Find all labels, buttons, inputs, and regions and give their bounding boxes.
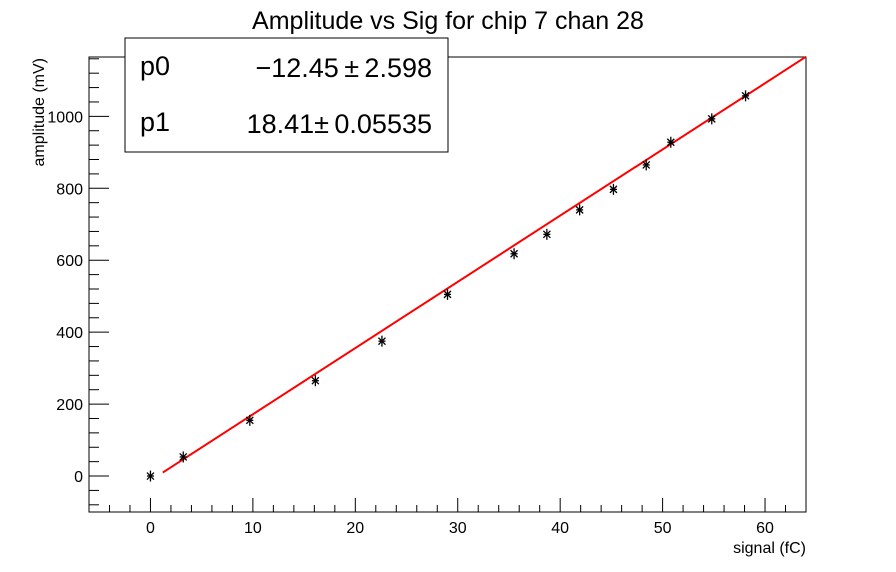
data-point [642, 159, 651, 171]
y-tick-label: 0 [74, 469, 83, 486]
fit-line [162, 55, 807, 474]
point-marker-d2 [666, 138, 675, 147]
data-point [311, 375, 320, 387]
point-marker-d2 [311, 376, 320, 385]
x-tick-label: 60 [756, 520, 774, 537]
x-tick-label: 0 [146, 520, 155, 537]
stats-p1-value: 18.41± 0.05535 [247, 109, 432, 139]
x-tick-label: 30 [449, 520, 467, 537]
point-marker-d2 [575, 205, 584, 214]
y-axis-label: amplitude (mV) [31, 58, 48, 166]
data-point [245, 414, 254, 426]
y-tick-label: 200 [56, 397, 83, 414]
point-marker-d2 [443, 290, 452, 299]
data-point [575, 204, 584, 216]
data-point [510, 248, 519, 260]
point-marker-d2 [377, 337, 386, 346]
point-marker-d2 [146, 472, 155, 480]
y-tick-label: 400 [56, 325, 83, 342]
point-marker-d2 [245, 416, 254, 425]
data-point [542, 228, 551, 240]
x-tick-label: 40 [551, 520, 569, 537]
point-marker-d2 [707, 114, 716, 123]
chart-title: Amplitude vs Sig for chip 7 chan 28 [252, 7, 644, 35]
point-marker-d2 [510, 249, 519, 258]
point-marker-d2 [609, 185, 618, 194]
y-tick-label: 800 [56, 181, 83, 198]
stats-box-frame [124, 37, 449, 153]
stats-box: p0 −12.45 ± 2.598 p1 18.41± 0.05535 [124, 37, 449, 153]
point-marker-d2 [179, 453, 188, 461]
y-tick-label: 600 [56, 253, 83, 270]
fit-line-layer [162, 55, 807, 474]
data-point [377, 335, 386, 347]
y-tick-label: 1000 [47, 109, 83, 126]
stats-p1-name: p1 [140, 107, 170, 137]
data-points [146, 90, 750, 482]
data-point [707, 113, 716, 125]
point-marker-d2 [642, 160, 651, 169]
x-tick-label: 50 [654, 520, 672, 537]
data-point [609, 183, 618, 195]
data-point [666, 136, 675, 148]
data-point [146, 470, 155, 482]
x-tick-label: 10 [244, 520, 262, 537]
x-tick-label: 20 [346, 520, 364, 537]
stats-p0-name: p0 [140, 51, 170, 81]
point-marker-d2 [542, 230, 551, 239]
stats-p0-value: −12.45 ± 2.598 [255, 53, 432, 83]
point-marker-d2 [741, 91, 750, 100]
x-axis-label: signal (fC) [733, 540, 806, 557]
data-point [179, 451, 188, 463]
data-point [443, 288, 452, 300]
data-point [741, 90, 750, 102]
